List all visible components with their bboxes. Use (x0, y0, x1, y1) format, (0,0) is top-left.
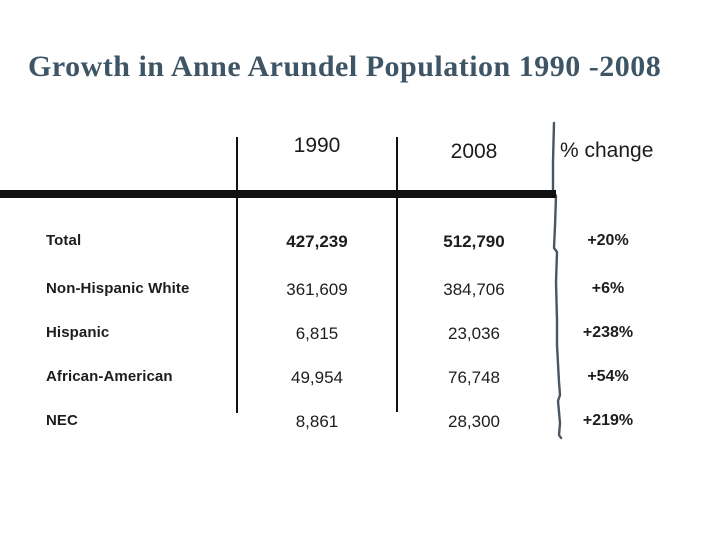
header-divider-rule (0, 190, 556, 198)
value-pct-change: +20% (587, 232, 629, 249)
table-row-nec: NEC 8,861 28,300 +219% (0, 412, 720, 436)
value-1990: 8,861 (295, 412, 339, 431)
value-2008: 28,300 (448, 412, 500, 431)
value-2008: 512,790 (443, 232, 505, 251)
column-divider-2 (396, 137, 398, 412)
value-pct-change: +54% (587, 368, 629, 385)
table-row-african-american: African-American 49,954 76,748 +54% (0, 368, 720, 392)
value-pct-change: +219% (582, 412, 634, 429)
row-label: African-American (46, 368, 173, 385)
value-2008: 384,706 (443, 280, 505, 299)
value-pct-change: +6% (591, 280, 625, 297)
row-label: Total (46, 232, 82, 249)
table-row-total: Total 427,239 512,790 +20% (0, 232, 720, 256)
column-header-2008: 2008 (450, 140, 498, 163)
column-header-percent-change: % change (560, 139, 654, 162)
row-label: NEC (46, 412, 78, 429)
value-1990: 6,815 (295, 324, 339, 343)
table-row-non-hispanic-white: Non-Hispanic White 361,609 384,706 +6% (0, 280, 720, 304)
value-1990: 49,954 (291, 368, 343, 387)
row-label: Non-Hispanic White (46, 280, 190, 297)
value-1990: 361,609 (286, 280, 348, 299)
row-label: Hispanic (46, 324, 110, 341)
value-2008: 76,748 (448, 368, 500, 387)
value-2008: 23,036 (448, 324, 500, 343)
table-row-hispanic: Hispanic 6,815 23,036 +238% (0, 324, 720, 348)
value-1990: 427,239 (286, 232, 348, 251)
value-pct-change: +238% (582, 324, 634, 341)
column-header-1990: 1990 (293, 134, 341, 157)
slide-title: Growth in Anne Arundel Population 1990 -… (28, 50, 662, 83)
column-divider-1 (236, 137, 238, 413)
